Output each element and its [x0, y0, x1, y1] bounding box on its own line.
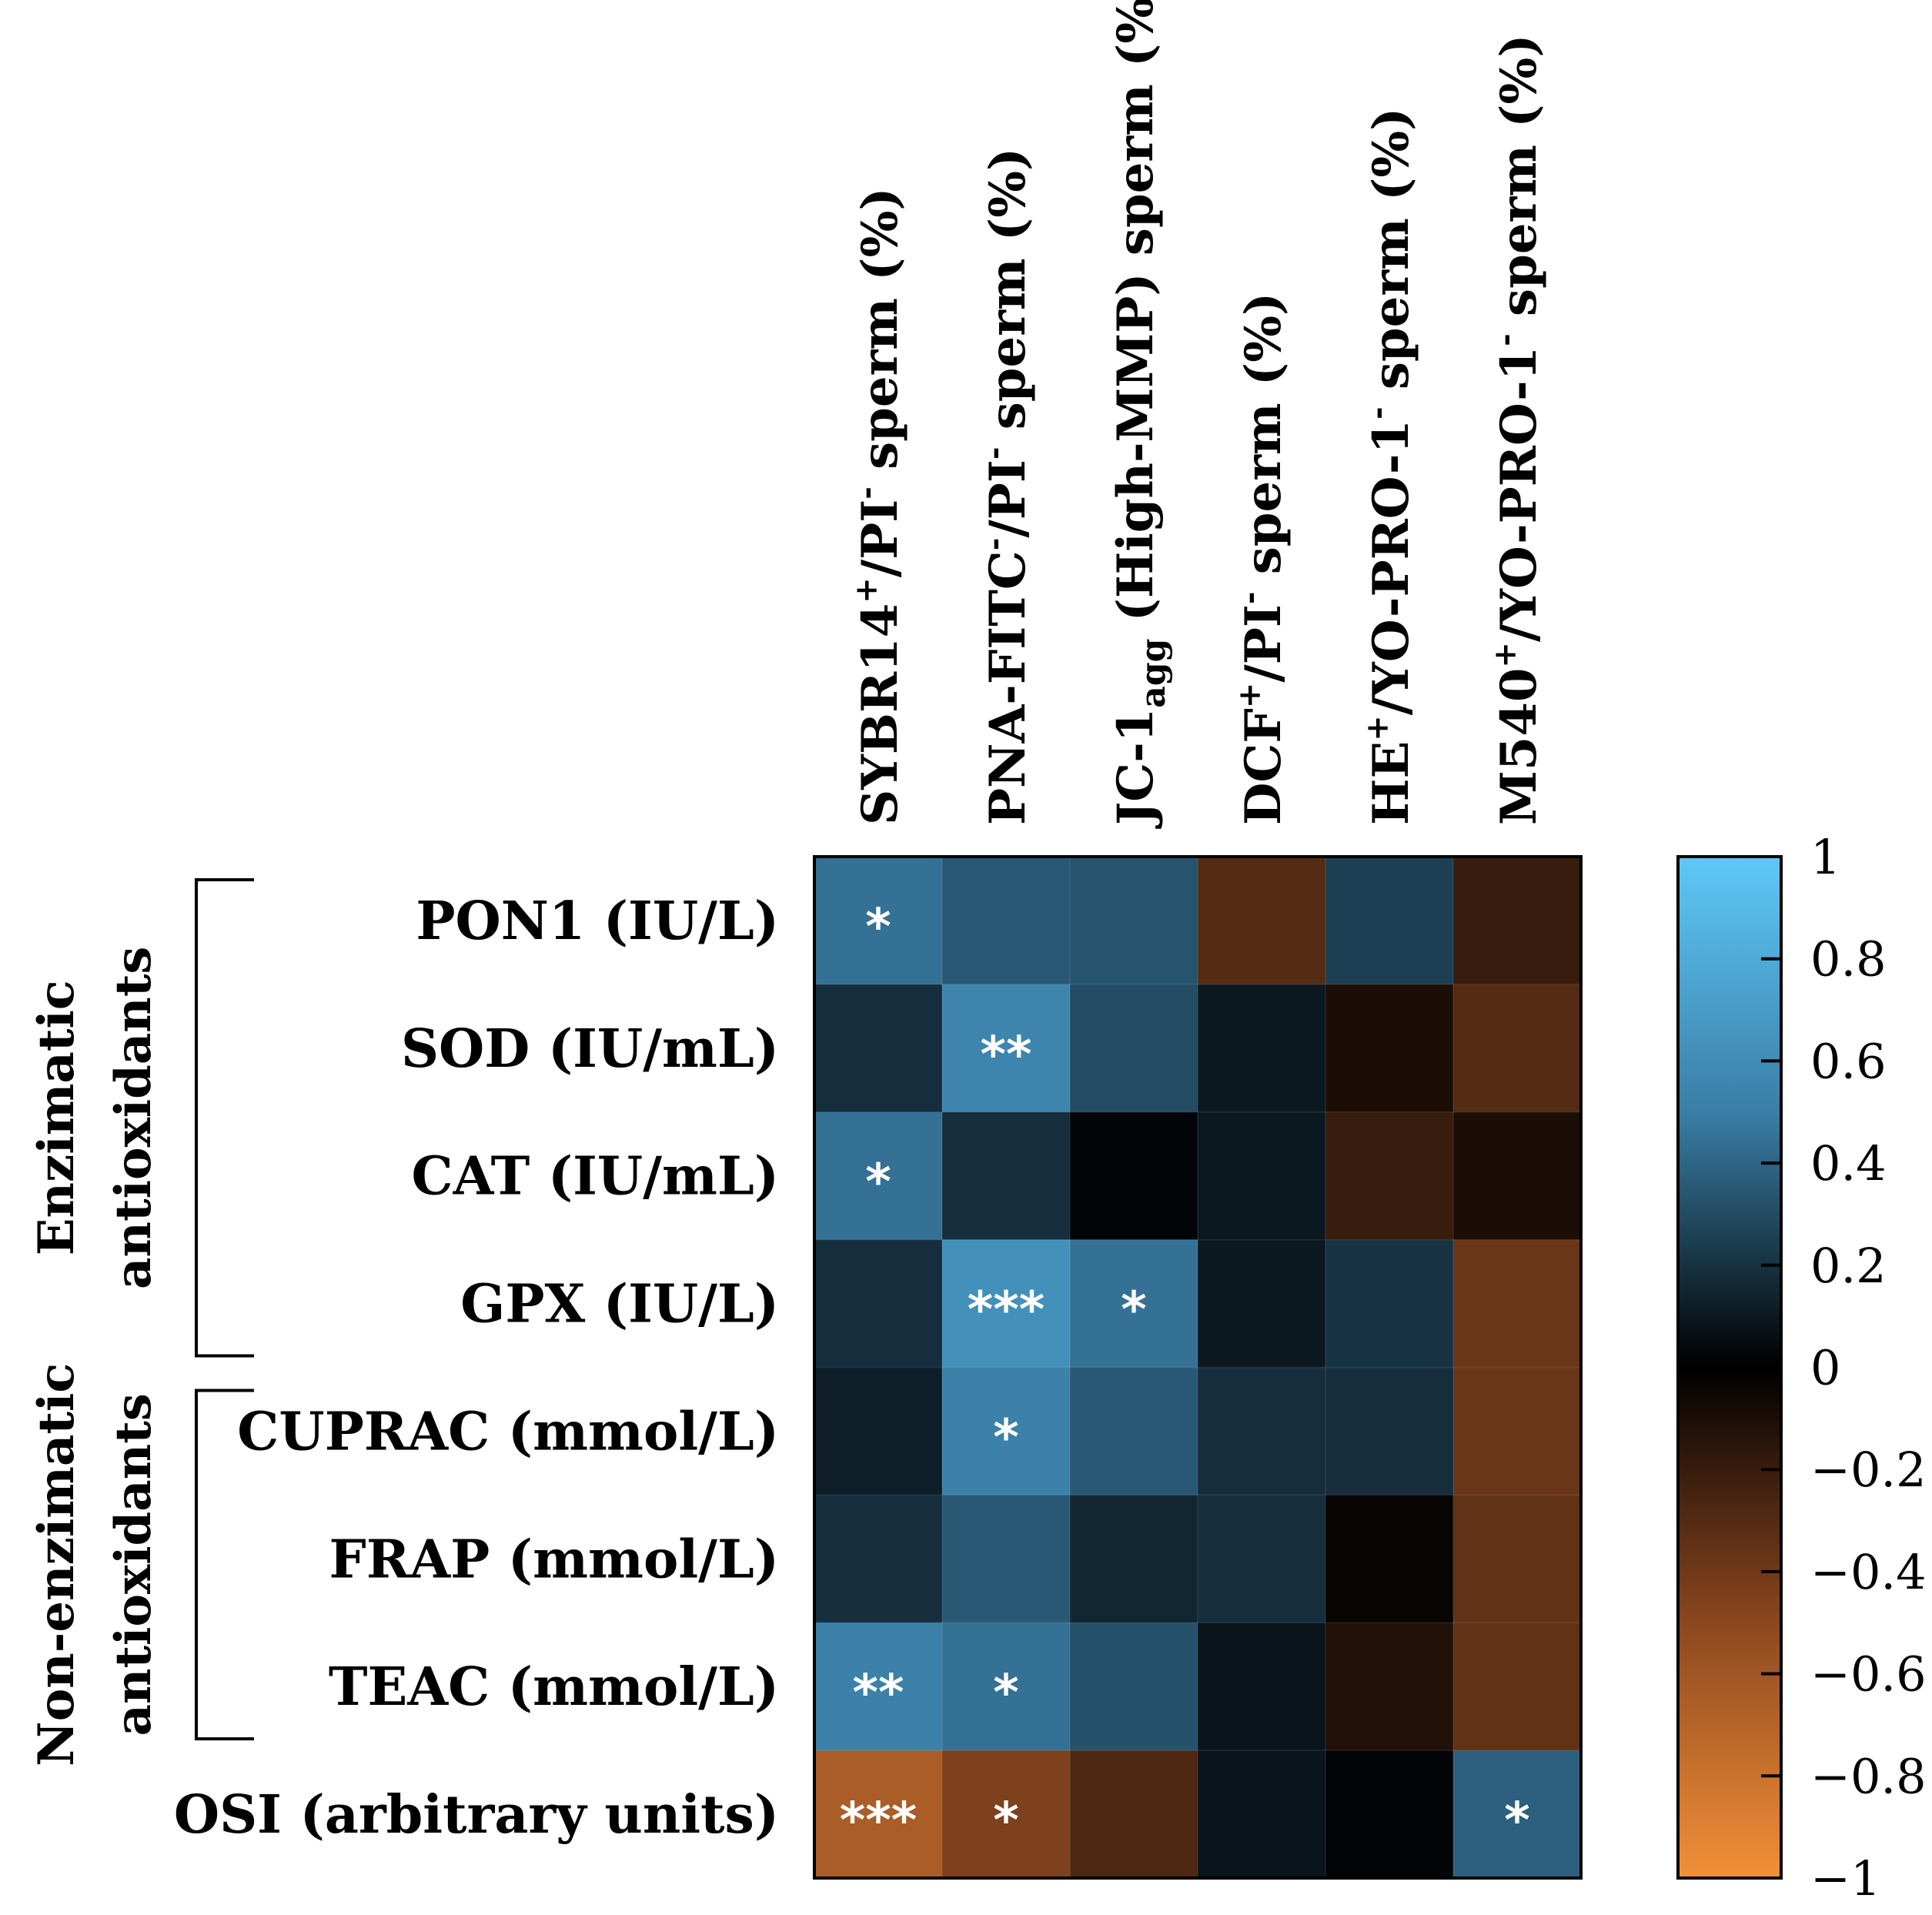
- column-labels: SYBR14+/PI- sperm (%) PNA-FITC-/PI- sperm…: [848, 0, 1548, 829]
- heatmap-cell: [1070, 1367, 1198, 1496]
- column-label: M540+/YO-PRO-1- sperm (%): [1487, 34, 1548, 825]
- group-bracket: [195, 1389, 254, 1741]
- colorbar-tick-label: −0.4: [1810, 1544, 1927, 1600]
- significance-marker: ***: [840, 1793, 917, 1850]
- colorbar-tick-label: −0.6: [1810, 1646, 1927, 1703]
- heatmap-cell: [1453, 1111, 1582, 1241]
- heatmap-cell: [1453, 1239, 1582, 1368]
- heatmap-cell: [1453, 857, 1582, 985]
- group-label: Non-enzimatic: [28, 1363, 85, 1766]
- heatmap-cells: [814, 857, 1582, 1879]
- column-label: HE+/YO-PRO-1- sperm (%): [1359, 108, 1420, 825]
- heatmap-cell: [1198, 1750, 1326, 1879]
- heatmap-cell: [814, 1750, 943, 1879]
- heatmap-cell: [1453, 1367, 1582, 1496]
- colorbar-tick-label: 0.6: [1810, 1033, 1887, 1089]
- colorbar-tick-label: 0: [1810, 1340, 1840, 1396]
- heatmap-cell: [1070, 1495, 1198, 1623]
- heatmap-cell: [814, 1623, 943, 1751]
- group-label: antioxidants: [105, 1393, 162, 1736]
- heatmap-cell: [1325, 1623, 1454, 1751]
- heatmap-cell: [814, 857, 943, 985]
- heatmap-cell: [814, 1239, 943, 1368]
- heatmap-cell: [814, 1367, 943, 1496]
- group-bracket: [195, 878, 254, 1358]
- heatmap-cell: [942, 1495, 1071, 1623]
- significance-marker: **: [981, 1027, 1032, 1084]
- significance-marker: ***: [968, 1282, 1045, 1339]
- heatmap-cell: [942, 984, 1071, 1113]
- heatmap-cell: [1198, 1239, 1326, 1368]
- significance-marker: *: [1504, 1793, 1529, 1850]
- heatmap-cell: [942, 1239, 1071, 1368]
- row-label: FRAP (mmol/L): [329, 1529, 779, 1590]
- column-label: DCF+/PI- sperm (%): [1232, 292, 1292, 825]
- colorbar-tick-label: 1: [1810, 829, 1840, 885]
- heatmap-cell: [1198, 1623, 1326, 1751]
- heatmap-cell: [942, 857, 1071, 985]
- group-label: Enzimatic: [28, 980, 85, 1255]
- colorbar-tick-label: 0.2: [1810, 1238, 1887, 1294]
- heatmap-cell: [942, 1750, 1071, 1879]
- row-label: OSI (arbitrary units): [174, 1784, 779, 1846]
- significance-marker: *: [993, 1665, 1018, 1722]
- heatmap-cell: [1325, 1750, 1454, 1879]
- heatmap-cell: [942, 1623, 1071, 1751]
- heatmap-cell: [1070, 1750, 1198, 1879]
- heatmap-cell: [1325, 1495, 1454, 1623]
- heatmap-cell: [1325, 1111, 1454, 1241]
- heatmap-cell: [1198, 1495, 1326, 1623]
- row-label: GPX (IU/L): [460, 1274, 779, 1335]
- row-label: PON1 (IU/L): [416, 891, 779, 952]
- heatmap-cell: [814, 1111, 943, 1241]
- heatmap-cell: [942, 1111, 1071, 1241]
- colorbar-tick-label: −1: [1810, 1850, 1880, 1907]
- heatmap-cell: [1453, 1623, 1582, 1751]
- heatmap-frame: [813, 855, 1583, 1880]
- significance-marker: *: [865, 899, 891, 956]
- significance-marker: **: [853, 1665, 904, 1722]
- heatmap-cell: [1198, 857, 1326, 985]
- heatmap-cell: [1453, 984, 1582, 1113]
- significance-marker: *: [865, 1155, 891, 1211]
- row-label: SOD (IU/mL): [401, 1018, 779, 1080]
- heatmap-cell: [1453, 1750, 1582, 1879]
- heatmap-cell: [814, 984, 943, 1113]
- heatmap-cell: [1070, 857, 1198, 985]
- significance-marker: *: [1121, 1282, 1146, 1339]
- heatmap-cell: [1070, 1239, 1198, 1368]
- column-label: SYBR14+/PI- sperm (%): [848, 187, 909, 825]
- row-label: CUPRAC (mmol/L): [237, 1401, 779, 1462]
- row-label: CAT (IU/mL): [412, 1146, 780, 1208]
- heatmap-cell: [1198, 1111, 1326, 1241]
- heatmap-cell: [1070, 1623, 1198, 1751]
- heatmap-cell: [814, 1495, 943, 1623]
- heatmap-cell: [1198, 984, 1326, 1113]
- column-label: JC-1agg (High-MMP) sperm (%): [1107, 0, 1173, 829]
- colorbar-tick-label: 0.8: [1810, 931, 1887, 988]
- colorbar-tick-label: −0.2: [1810, 1442, 1927, 1498]
- colorbar-tick-label: −0.8: [1810, 1748, 1927, 1804]
- significance-markers: ******* **** **** * *: [840, 899, 1530, 1850]
- significance-marker: *: [993, 1409, 1018, 1466]
- heatmap-cell: [1325, 1239, 1454, 1368]
- column-label: PNA-FITC-/PI- sperm (%): [976, 148, 1037, 825]
- heatmap-cell: [1325, 857, 1454, 985]
- heatmap-cell: [942, 1367, 1071, 1496]
- row-labels: PON1 (IU/L) SOD (IU/mL) CAT (IU/mL) GPX (IU…: [174, 891, 779, 1846]
- heatmap-cell: [1453, 1495, 1582, 1623]
- colorbar-tick-label: 0.4: [1810, 1135, 1887, 1191]
- heatmap-cell: [1070, 984, 1198, 1113]
- row-label: TEAC (mmol/L): [329, 1656, 779, 1718]
- heatmap-cell: [1325, 984, 1454, 1113]
- heatmap-cell: [1325, 1367, 1454, 1496]
- heatmap-cell: [1070, 1111, 1198, 1241]
- heatmap-cell: [1198, 1367, 1326, 1496]
- significance-marker: *: [993, 1793, 1018, 1850]
- row-group-brackets: Enzimatic antioxidants Non-enzimatic antiox…: [28, 878, 254, 1766]
- group-label: antioxidants: [105, 947, 162, 1289]
- colorbar-ticks: 1 0.8 0.6 0.4 0.2 0 −0.2 −0.4 −0.6 −0.8 −1: [1761, 829, 1927, 1907]
